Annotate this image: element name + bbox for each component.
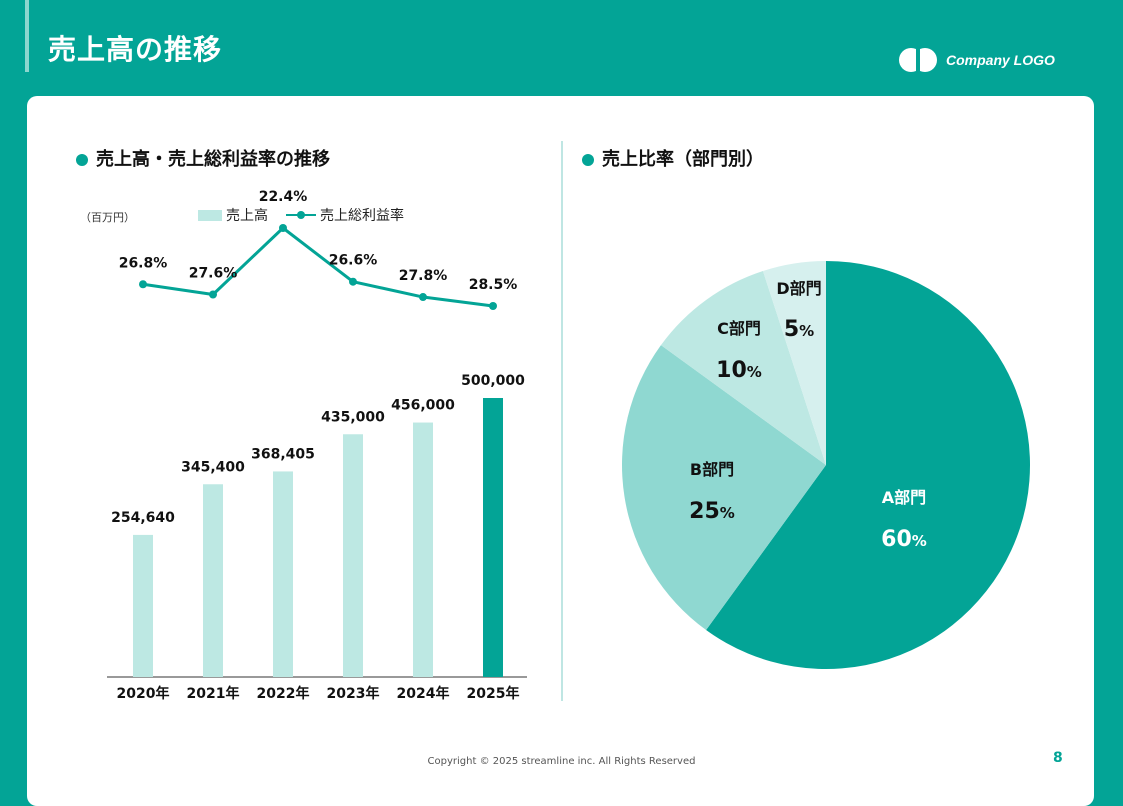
legend-bar-swatch <box>198 209 222 221</box>
bar-value-label: 435,000 <box>321 409 385 425</box>
bar-value-label: 500,000 <box>461 373 525 389</box>
bullet-dot-icon <box>582 154 594 166</box>
pie-slice <box>660 270 826 465</box>
company-logo: Company LOGO <box>898 46 1055 74</box>
bar-chart-title: 売上高・売上総利益率の推移 <box>96 149 330 170</box>
pie-chart-section-title: 売上比率（部門別） <box>582 148 764 172</box>
x-tick-label: 2025年 <box>467 685 520 702</box>
page-title: 売上高の推移 <box>48 33 223 66</box>
pie-slice-label: C部門 <box>717 319 761 338</box>
bar-value-label: 368,405 <box>251 446 315 462</box>
pie-slice-label: A部門 <box>882 488 926 507</box>
pie-slice <box>706 261 1030 669</box>
unit-label: （百万円） <box>80 211 135 224</box>
legend-line-label: 売上総利益率 <box>320 208 404 224</box>
margin-rate-point <box>489 302 497 310</box>
x-tick-label: 2022年 <box>257 685 310 702</box>
margin-rate-point <box>139 280 147 289</box>
margin-rate-point <box>349 277 357 286</box>
section-divider <box>561 141 563 701</box>
logo-text: Company LOGO <box>946 52 1055 68</box>
pie-slice <box>621 345 826 631</box>
legend-bar-label: 売上高 <box>226 208 268 224</box>
pie-slice-value: 10% <box>716 358 762 383</box>
x-tick-label: 2023年 <box>327 685 380 702</box>
margin-rate-point <box>419 293 427 302</box>
x-tick-label: 2020年 <box>117 685 170 702</box>
pie-slice-label: B部門 <box>690 460 734 479</box>
line-value-label: 28.5% <box>469 277 518 293</box>
pie-slice <box>762 261 826 465</box>
logo-icon <box>899 47 937 73</box>
line-value-label: 26.8% <box>119 255 168 271</box>
copyright-text: Copyright © 2025 streamline inc. All Rig… <box>427 756 696 767</box>
bar-value-label: 254,640 <box>111 510 175 526</box>
pie-slice-label: D部門 <box>776 279 821 298</box>
margin-rate-point <box>279 224 287 232</box>
pie-slice-value: 25% <box>689 499 735 524</box>
pie-slice-value: 5% <box>784 317 814 342</box>
bar-value-label: 345,400 <box>181 459 245 475</box>
bar-value-label: 456,000 <box>391 398 455 414</box>
x-tick-label: 2024年 <box>397 685 450 702</box>
chart-legend: 売上高 売上総利益率 <box>198 205 404 225</box>
sales-bar <box>413 422 433 677</box>
margin-rate-line <box>142 226 494 308</box>
line-value-label: 22.4% <box>259 189 308 205</box>
x-tick-label: 2021年 <box>187 685 240 702</box>
sales-bar <box>203 484 223 677</box>
pie-chart-title: 売上比率（部門別） <box>602 149 764 170</box>
pie-slice-value: 60% <box>881 527 927 552</box>
page-number: 8 <box>1053 750 1063 766</box>
sales-bar <box>483 398 503 677</box>
sales-bar <box>343 434 363 677</box>
bar-chart-section-title: 売上高・売上総利益率の推移 <box>76 148 330 172</box>
sales-bar <box>133 534 153 677</box>
line-value-label: 27.6% <box>189 265 238 281</box>
line-value-label: 26.6% <box>329 253 378 269</box>
sales-bar <box>273 471 293 677</box>
header-accent-bar <box>25 0 29 72</box>
legend-line-swatch <box>286 211 316 219</box>
line-value-label: 27.8% <box>399 268 448 284</box>
bullet-dot-icon <box>76 154 88 166</box>
margin-rate-point <box>209 290 217 299</box>
